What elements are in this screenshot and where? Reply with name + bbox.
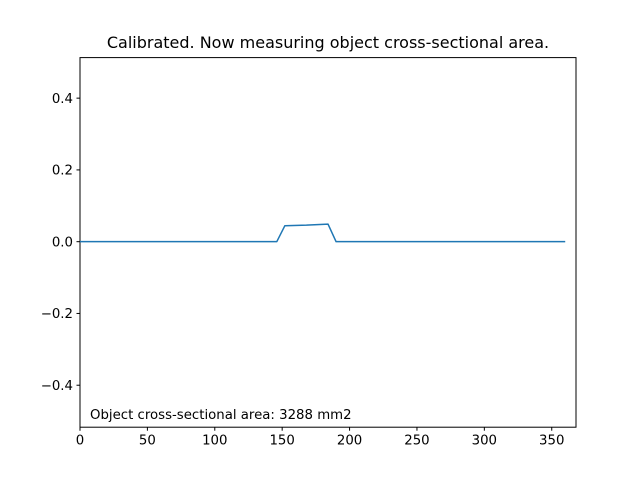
y-tick-label: −0.2 <box>41 307 73 322</box>
y-tick-label: 0.0 <box>52 235 73 250</box>
x-tick-label: 200 <box>337 433 362 448</box>
x-tick-label: 0 <box>76 433 84 448</box>
x-tick-label: 350 <box>539 433 564 448</box>
x-tick-label: 100 <box>202 433 227 448</box>
y-tick-label: 0.2 <box>52 164 73 179</box>
x-tick-label: 300 <box>472 433 497 448</box>
chart-title: Calibrated. Now measuring object cross-s… <box>106 33 550 52</box>
x-tick-label: 250 <box>404 433 429 448</box>
data-line-cross-section-profile <box>80 223 566 243</box>
y-tick-label: 0.4 <box>52 92 73 107</box>
x-tick-label: 150 <box>269 433 294 448</box>
area-annotation: Object cross-sectional area: 3288 mm2 <box>90 408 352 423</box>
x-tick-label: 50 <box>139 433 156 448</box>
y-tick-label: −0.4 <box>41 379 73 394</box>
